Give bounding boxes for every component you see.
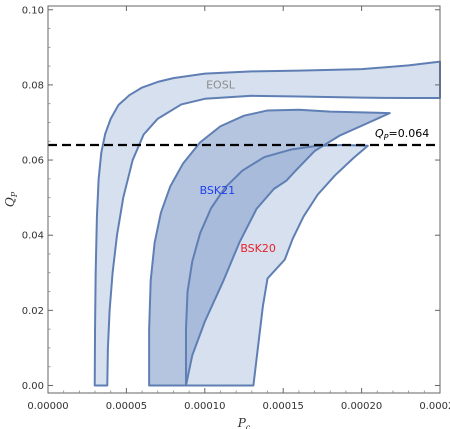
bsk20-outline [184,144,369,387]
x-axis-title: Pc [237,416,251,429]
bsk21-outline [148,108,391,387]
hline-layer: QP=0.064 [48,127,440,147]
y-tick-label: 0.00 [22,381,44,392]
x-tick-label: 0.00010 [184,401,225,412]
eosl-label: EOSL [206,79,236,92]
outline-layer [93,60,441,387]
plot-frame [47,5,441,394]
y-axis-ticks: 0.00 0.02 0.04 0.06 0.08 0.10 [22,5,440,392]
eosl-outline [93,60,441,387]
y-tick-label: 0.02 [22,306,44,317]
axis-titles: Pc QP [3,191,251,429]
eosl-region [94,61,440,386]
x-tick-label: 0.00000 [27,401,68,412]
y-tick-label: 0.10 [22,5,44,16]
overlap-layer [149,109,390,386]
hline-label: QP=0.064 [375,127,429,142]
x-tick-label: 0.00020 [341,401,382,412]
x-axis-ticks: 0.00000 0.00005 0.00010 0.00015 0.00020 0.000… [27,6,450,412]
bsk21-region-shade [149,109,390,386]
x-tick-label: 0.00005 [106,401,147,412]
x-tick-label: 0.00025 [419,401,450,412]
y-axis-title: QP [3,191,19,207]
bsk21-label: BSK21 [200,184,236,197]
y-tick-label: 0.06 [22,156,44,167]
region-labels: EOSL BSK21 BSK20 [200,79,276,255]
plot-border [47,5,441,394]
x-tick-label: 0.00015 [263,401,304,412]
y-tick-label: 0.08 [22,80,44,91]
bsk20-label: BSK20 [240,242,276,255]
y-tick-label: 0.04 [22,231,44,242]
